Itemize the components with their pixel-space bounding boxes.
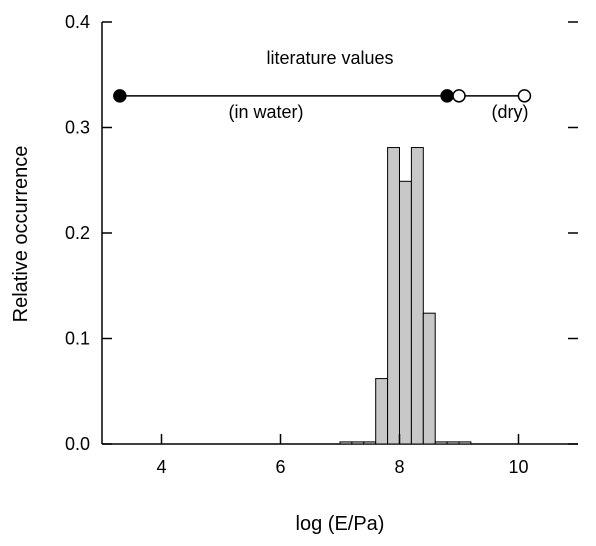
histogram-bars bbox=[339, 147, 472, 445]
histogram-bar bbox=[363, 441, 377, 445]
x-axis-label: log (E/Pa) bbox=[296, 513, 385, 535]
histogram-bar bbox=[387, 147, 401, 445]
histogram-bar bbox=[375, 378, 389, 445]
x-tick-label: 6 bbox=[275, 457, 285, 477]
range-label-in-water: (in water) bbox=[228, 102, 303, 122]
histogram-bar bbox=[422, 312, 436, 445]
y-tick-label: 0.4 bbox=[65, 12, 90, 32]
histogram-bar bbox=[399, 180, 412, 445]
histogram-bar bbox=[458, 441, 472, 445]
x-tick-label: 8 bbox=[394, 457, 404, 477]
range-marker-dry-start bbox=[452, 89, 466, 103]
range-marker-in-water-start bbox=[113, 89, 127, 103]
histogram-bar bbox=[410, 147, 424, 445]
histogram-bar bbox=[339, 441, 353, 445]
axis-ticks: 4 6 8 10 0.0 0.1 0.2 0.3 0.4 bbox=[65, 12, 578, 477]
histogram-bar bbox=[446, 441, 460, 445]
annotation-title: literature values bbox=[266, 48, 393, 68]
histogram-bar bbox=[351, 441, 365, 445]
literature-ranges bbox=[113, 89, 532, 103]
plot-frame bbox=[101, 22, 578, 445]
y-tick-label: 0.1 bbox=[65, 329, 90, 349]
range-marker-dry-end bbox=[517, 89, 532, 103]
y-axis-label: Relative occurrence bbox=[10, 146, 32, 323]
histogram-bar bbox=[434, 441, 448, 445]
range-marker-in-water-end bbox=[440, 89, 454, 103]
y-tick-label: 0.0 bbox=[65, 434, 90, 454]
range-label-dry: (dry) bbox=[492, 102, 529, 122]
y-tick-label: 0.2 bbox=[65, 223, 90, 243]
x-tick-label: 4 bbox=[156, 457, 166, 477]
x-tick-label: 10 bbox=[508, 457, 528, 477]
y-tick-label: 0.3 bbox=[65, 118, 90, 138]
